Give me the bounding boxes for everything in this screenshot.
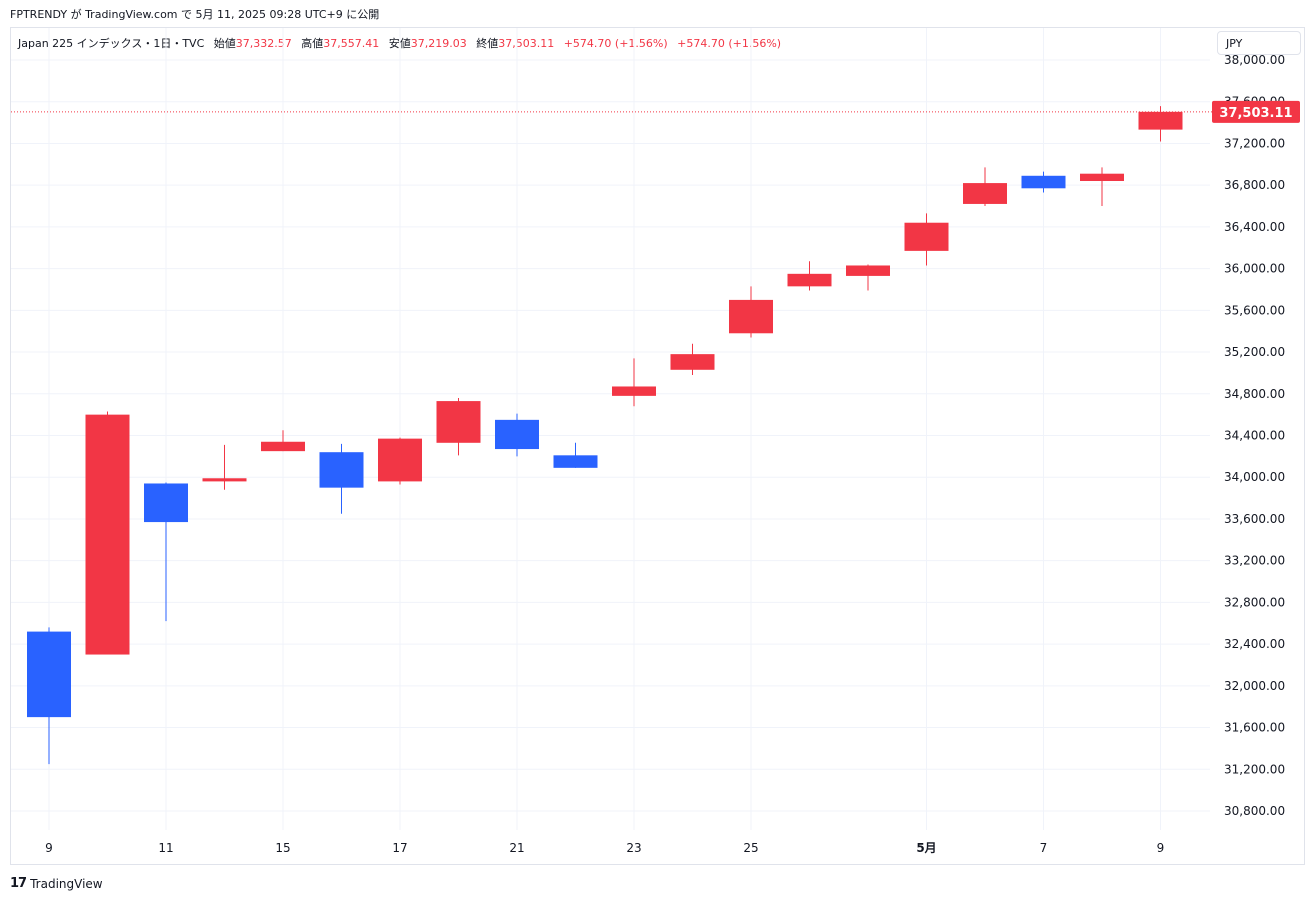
candle-body [729,299,773,334]
candle-body [904,222,949,251]
y-tick-label: 30,800.00 [1224,804,1285,818]
x-tick-label: 9 [1157,841,1165,855]
y-tick-label: 37,200.00 [1224,136,1285,150]
candle-body [553,455,598,468]
y-tick-label: 34,400.00 [1224,429,1285,443]
y-tick-label: 32,000.00 [1224,679,1285,693]
y-tick-label: 36,800.00 [1224,178,1285,192]
low-value: 37,219.03 [410,37,467,50]
y-tick-label: 35,200.00 [1224,345,1285,359]
symbol-name[interactable]: Japan 225 インデックス・1日・TVC [18,37,205,50]
candle-body [846,265,890,276]
y-tick-label: 32,800.00 [1224,595,1285,609]
currency-selector[interactable]: JPY [1217,31,1301,55]
tradingview-logo-icon: 17 [10,876,27,891]
grid-lines [11,28,1210,830]
y-tick-label: 38,000.00 [1224,53,1285,67]
symbol-legend: Japan 225 インデックス・1日・TVC 始値37,332.57 高値37… [18,35,781,51]
candle-body [963,183,1007,204]
chart-frame [10,27,1305,865]
candle-body [261,441,305,452]
last-price-tag: 37,503.11 [1212,100,1300,123]
y-tick-label: 31,600.00 [1224,721,1285,735]
candle-body [378,438,422,482]
x-tick-label: 5月 [916,841,936,855]
x-tick-label: 17 [392,841,407,855]
time-axis: 9 11 15 17 21 23 25 5月 7 9 [45,841,1164,855]
x-tick-label: 7 [1040,841,1048,855]
last-price-tag-label: 37,503.11 [1219,106,1292,121]
close-value: 37,503.11 [498,37,555,50]
candle-body [1138,111,1183,130]
high-label: 高値 [301,37,324,50]
candles [27,106,1183,765]
y-tick-label: 34,000.00 [1224,470,1285,484]
candle-body [612,386,656,396]
candle-body [787,273,832,287]
tradingview-brand[interactable]: 17 TradingView [10,876,103,891]
last-price-tag-bg [1212,100,1300,123]
open-label: 始値 [213,37,236,50]
open-value: 37,332.57 [235,37,292,50]
candle-body [144,483,188,523]
brand-name: TradingView [30,876,103,891]
y-tick-label: 33,600.00 [1224,512,1285,526]
candle-body [85,414,130,655]
candle-body [319,452,364,488]
y-tick-label: 33,200.00 [1224,554,1285,568]
y-tick-label: 34,800.00 [1224,387,1285,401]
candle-body [495,419,539,450]
candle-body [27,631,71,718]
candle-body [1021,175,1066,189]
candle-body [1080,173,1124,181]
candle-body [202,478,247,482]
y-tick-label: 36,000.00 [1224,262,1285,276]
y-tick-label: 36,400.00 [1224,220,1285,234]
published-note: FPTRENDY が TradingView.com で 5月 11, 2025… [10,8,380,21]
x-tick-label: 23 [626,841,641,855]
change-value: +574.70 (+1.56%) [563,37,668,50]
y-tick-label: 32,400.00 [1224,637,1285,651]
candle-body [436,401,481,443]
x-tick-label: 11 [158,841,173,855]
x-tick-label: 25 [743,841,758,855]
y-tick-label: 31,200.00 [1224,762,1285,776]
y-tick-label: 35,600.00 [1224,303,1285,317]
change-value-2: +574.70 (+1.56%) [677,37,782,50]
x-tick-label: 9 [45,841,53,855]
x-tick-label: 21 [509,841,524,855]
close-label: 終値 [476,37,499,50]
candle-body [670,354,715,370]
high-value: 37,557.41 [323,37,380,50]
x-tick-label: 15 [275,841,290,855]
price-axis: 30,800.00 31,200.00 31,600.00 32,000.00 32,4… [1224,53,1285,818]
